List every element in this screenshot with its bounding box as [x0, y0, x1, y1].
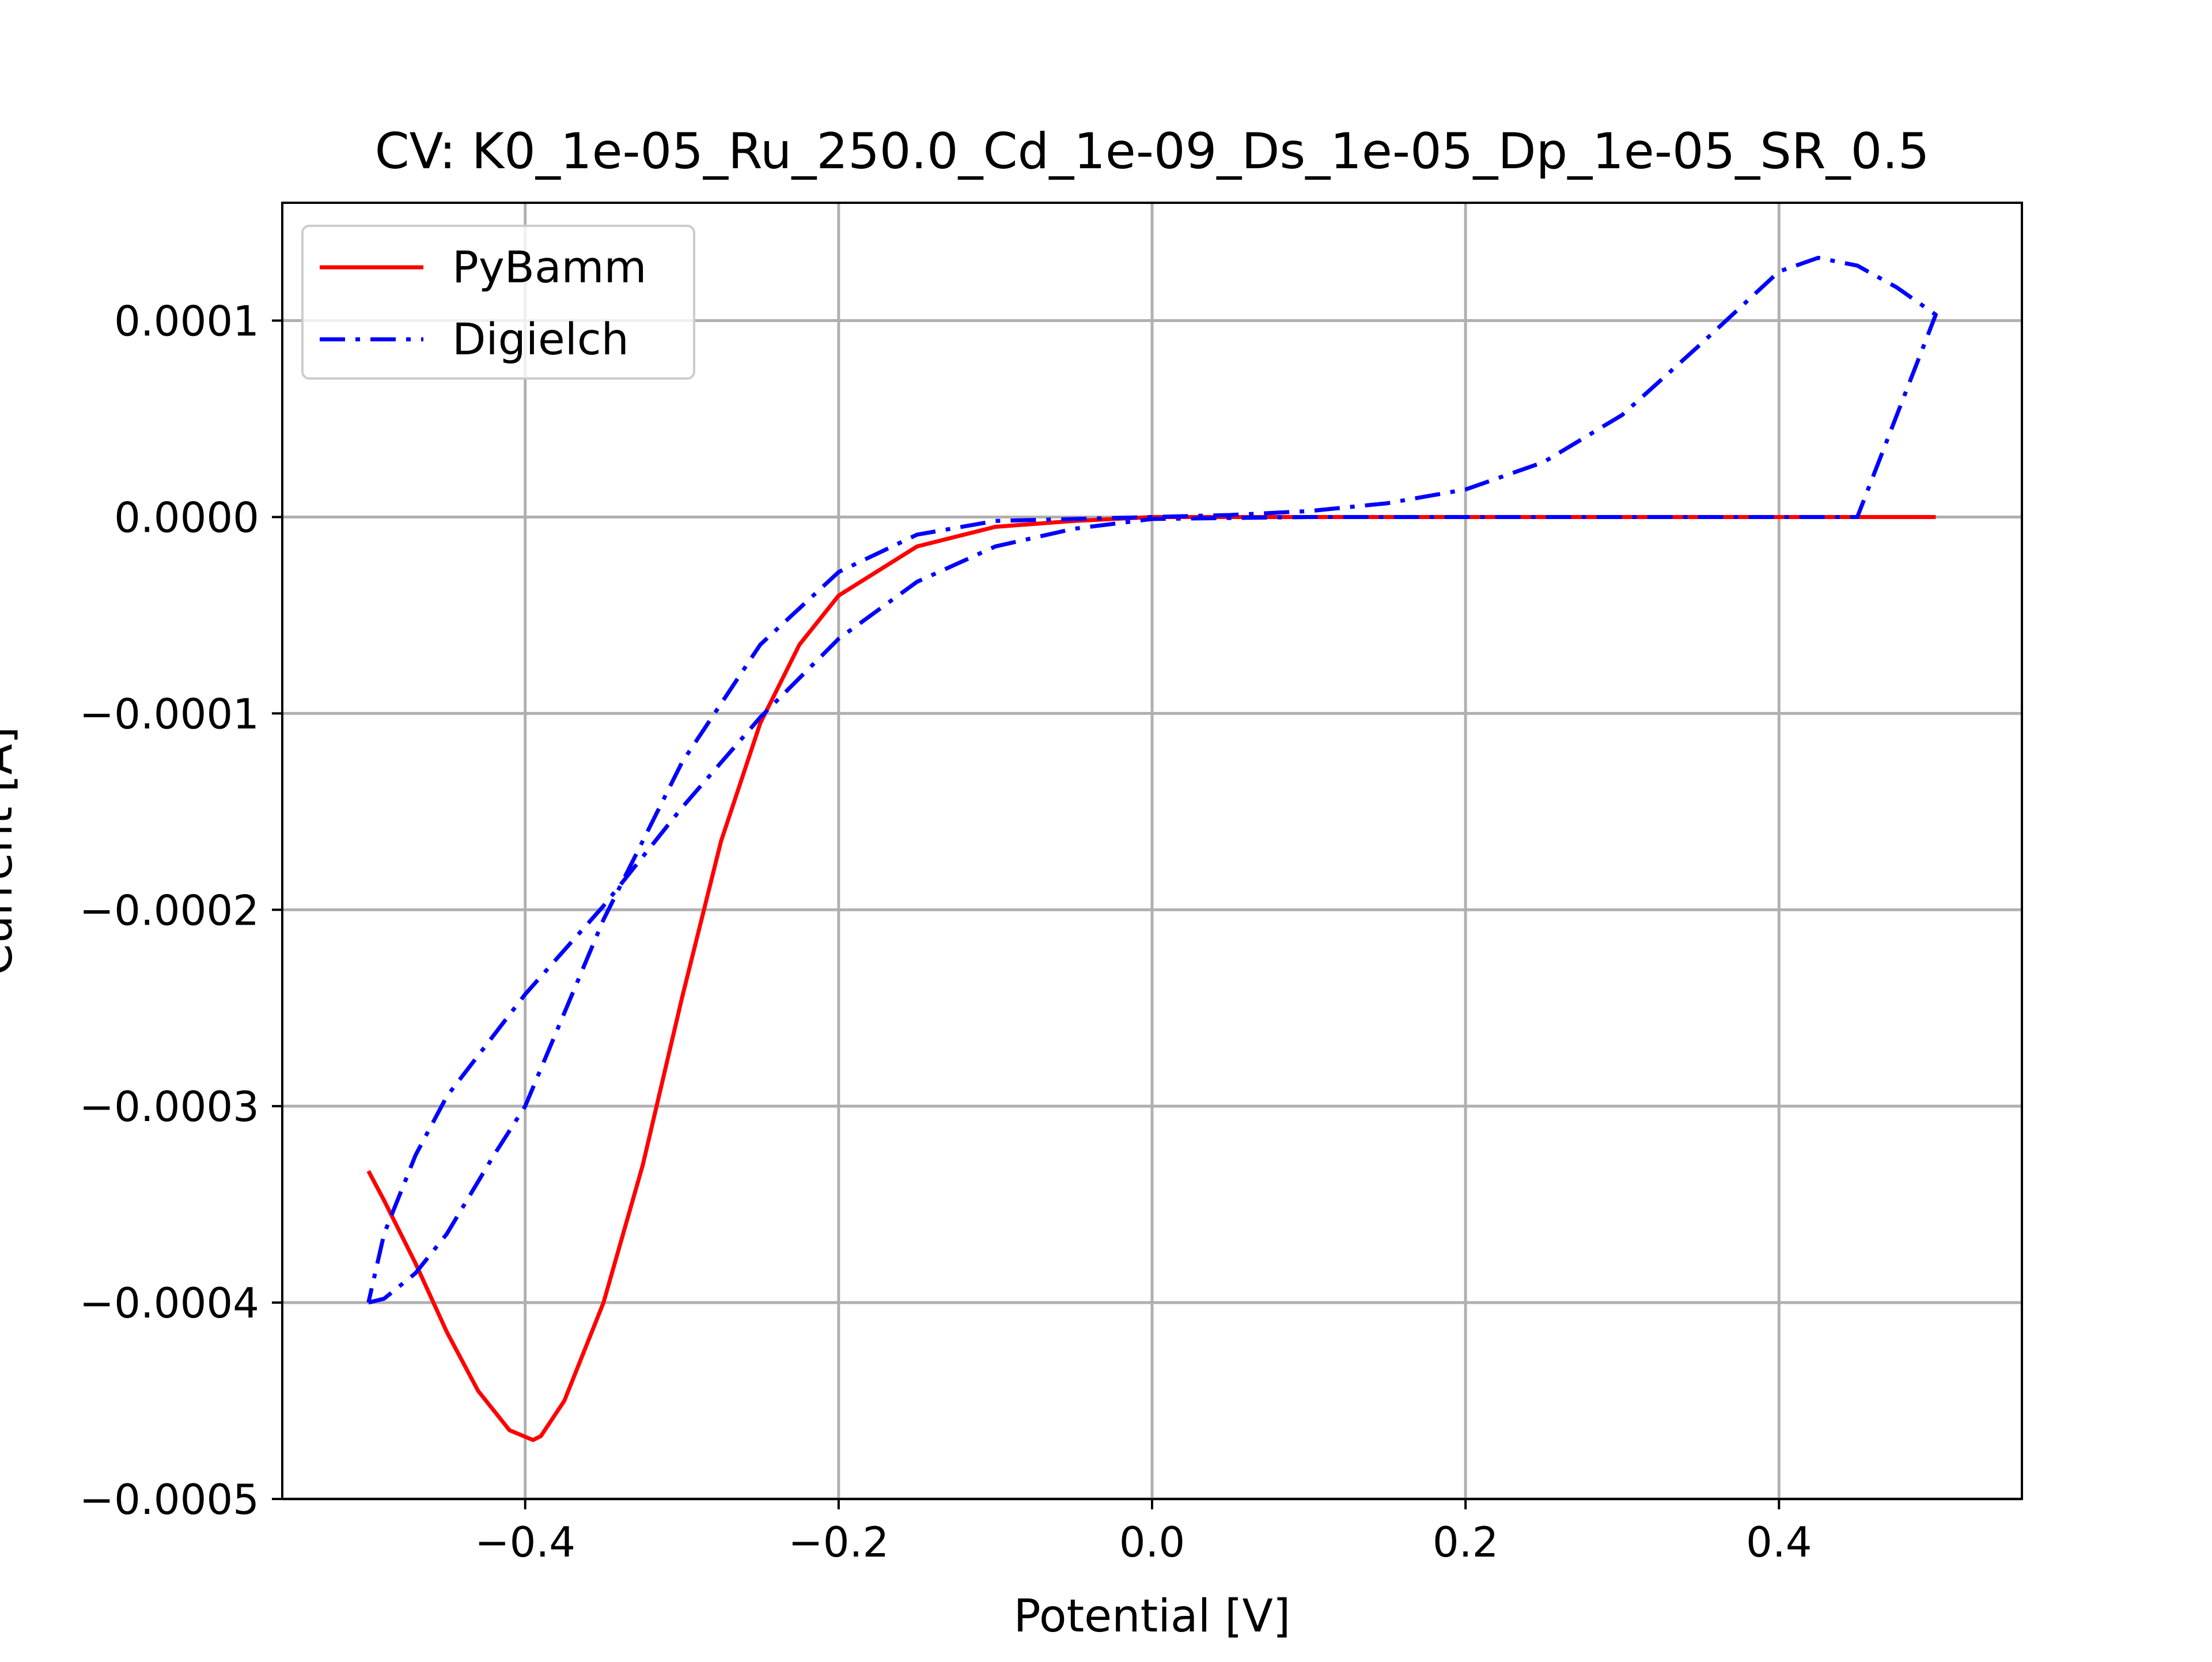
legend-box: [301, 225, 695, 380]
series-line-digielch: [366, 256, 1938, 1305]
x-tick-label: −0.4: [475, 1518, 575, 1566]
x-tick-label: −0.2: [788, 1518, 889, 1566]
chart-title: CV: K0_1e-05_Ru_250.0_Cd_1e-09_Ds_1e-05_…: [375, 123, 1930, 180]
x-tick-label: 0.0: [1119, 1518, 1185, 1566]
x-axis-label: Potential [V]: [1014, 1591, 1291, 1642]
y-tick-label: −0.0001: [79, 690, 259, 738]
y-tick-label: 0.0001: [114, 297, 259, 346]
y-tick-label: −0.0002: [79, 886, 259, 934]
y-tick-label: −0.0005: [79, 1475, 259, 1524]
legend-label: PyBamm: [452, 241, 647, 293]
x-tick-label: 0.4: [1746, 1518, 1812, 1566]
x-tick-label: 0.2: [1433, 1518, 1499, 1566]
tick-layer: −0.4 −0.2 0.0 0.2 0.4 0.0001 0.0000 −0.0001 −0.0…: [79, 297, 1812, 1566]
y-tick-label: 0.0000: [114, 493, 259, 542]
y-tick-label: −0.0003: [79, 1082, 259, 1131]
y-tick-label: −0.0004: [79, 1279, 259, 1327]
series-layer: [366, 256, 1938, 1443]
grid-layer: [282, 203, 2022, 1501]
legend: PyBamm Digielch: [301, 225, 695, 380]
y-axis-label: Current [A]: [0, 726, 22, 975]
legend-label: Digielch: [452, 313, 629, 365]
